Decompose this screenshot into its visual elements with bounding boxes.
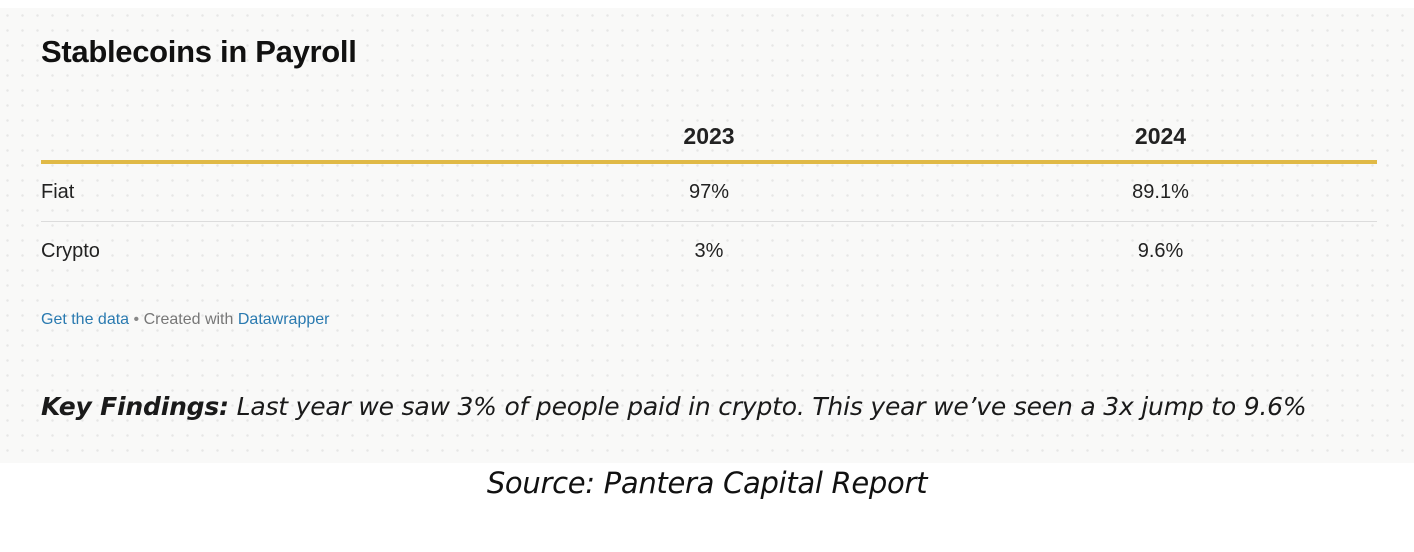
data-table: 2023 2024 Fiat 97% 89.1% Crypto 3% 9.6% (41, 112, 1377, 280)
chart-card: Stablecoins in Payroll 2023 2024 Fiat 97… (0, 8, 1414, 463)
column-header-2024: 2024 (944, 112, 1377, 164)
chart-card-content: Stablecoins in Payroll 2023 2024 Fiat 97… (41, 8, 1377, 463)
source-caption: Source: Pantera Capital Report (486, 466, 928, 500)
table-row: Fiat 97% 89.1% (41, 162, 1377, 222)
row-label-crypto: Crypto (41, 239, 100, 262)
chart-footer: Get the data • Created with Datawrapper (41, 311, 329, 329)
cell-fiat-2023: 97% (474, 162, 944, 222)
column-header-label (41, 112, 474, 164)
cell-fiat-2024: 89.1% (944, 162, 1377, 222)
datawrapper-link[interactable]: Datawrapper (237, 311, 330, 328)
created-with-label: Created with (143, 311, 234, 328)
key-findings-text: Last year we saw 3% of people paid in cr… (236, 392, 1307, 421)
row-label-fiat: Fiat (41, 162, 474, 222)
column-header-2023: 2023 (474, 112, 944, 164)
chart-title: Stablecoins in Payroll (41, 34, 357, 69)
key-findings-label: Key Findings: (41, 392, 229, 421)
table-row: Crypto 3% 9.6% (41, 222, 1377, 281)
get-the-data-link[interactable]: Get the data (41, 311, 130, 328)
table-header-row: 2023 2024 (41, 112, 1377, 164)
key-findings: Key Findings: Last year we saw 3% of peo… (41, 392, 1307, 421)
footer-separator: • (133, 311, 140, 328)
cell-crypto-2024: 9.6% (1137, 239, 1184, 262)
cell-crypto-2023: 3% (694, 239, 724, 262)
